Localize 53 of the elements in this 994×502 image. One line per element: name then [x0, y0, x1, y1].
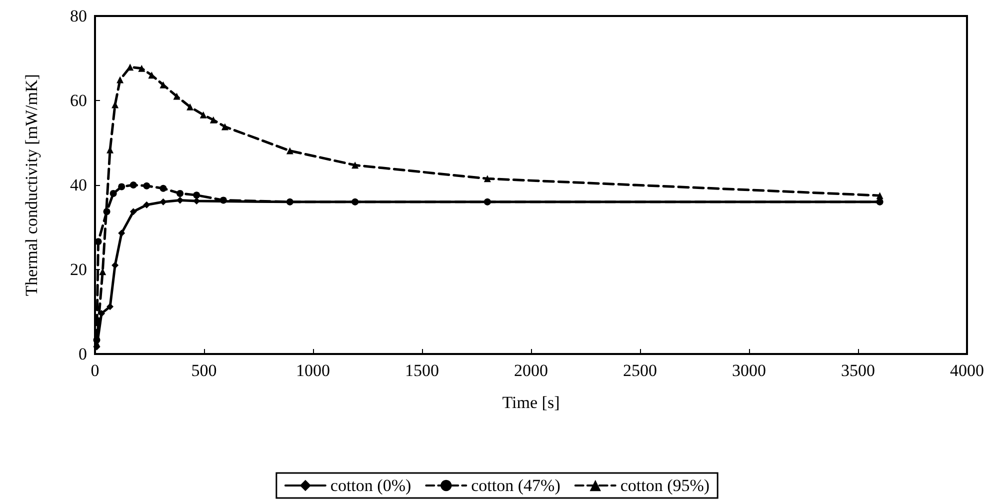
x-tick-label: 4000: [950, 361, 984, 380]
point: [176, 196, 184, 204]
point: [220, 196, 227, 204]
y-tick-label: 60: [70, 91, 87, 110]
point: [110, 190, 117, 197]
point: [106, 303, 114, 310]
point: [173, 92, 180, 100]
point: [130, 182, 137, 188]
point: [118, 230, 126, 237]
point: [143, 201, 150, 208]
point: [286, 147, 294, 154]
y-tick-label: 0: [78, 344, 87, 364]
point: [160, 198, 167, 206]
legend-label: cotton (47%): [471, 476, 560, 495]
legend-label: cotton (95%): [620, 476, 710, 495]
point: [103, 208, 110, 216]
point: [352, 162, 359, 169]
x-tick-label: 3000: [732, 361, 766, 380]
x-tick-label: 1500: [405, 361, 439, 380]
point: [126, 64, 134, 71]
point: [876, 198, 884, 206]
point: [148, 72, 156, 79]
point: [210, 116, 217, 124]
y-axis-title: Thermal conductivity [mW/mK]: [22, 74, 41, 296]
point: [176, 190, 184, 197]
point: [286, 198, 294, 206]
x-tick-label: 1000: [296, 361, 330, 380]
point: [116, 76, 124, 84]
point: [138, 64, 146, 72]
point: [143, 182, 150, 190]
point: [484, 198, 491, 206]
x-tick-label: 0: [90, 361, 100, 380]
point: [130, 208, 137, 216]
point: [112, 262, 119, 269]
point: [221, 123, 228, 130]
point: [876, 192, 884, 200]
legend-label: cotton (0%): [330, 476, 412, 495]
point: [193, 192, 200, 199]
x-tick-label: 2500: [623, 361, 657, 380]
x-axis-title: Time [s]: [502, 393, 560, 412]
point: [160, 184, 167, 192]
x-tick-label: 3500: [841, 361, 875, 380]
point: [186, 103, 194, 110]
y-tick-label: 40: [70, 176, 87, 194]
point: [118, 183, 126, 190]
point: [352, 198, 359, 206]
x-tick-label: 2000: [514, 361, 548, 380]
point: [98, 310, 106, 317]
y-tick-label: 80: [70, 6, 87, 26]
y-tick-label: 20: [70, 260, 87, 279]
point: [200, 111, 207, 118]
x-tick-label: 500: [191, 361, 217, 380]
point: [484, 175, 491, 182]
